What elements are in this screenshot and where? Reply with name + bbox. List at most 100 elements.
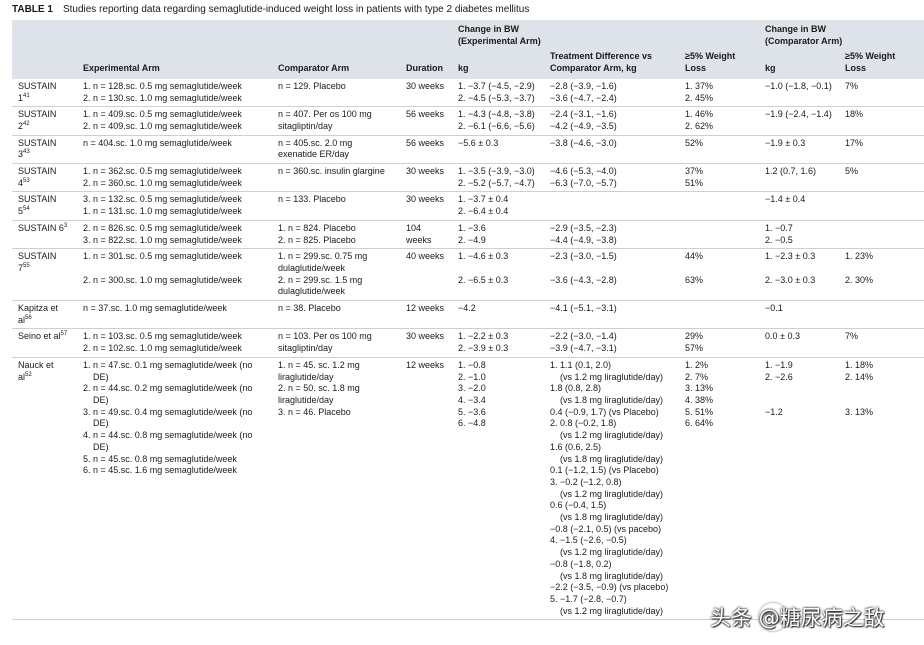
study-cell: SUSTAIN 453 xyxy=(12,163,77,193)
treatment-difference-cell: −2.9 (−3.5, −2.3) −4.4 (−4.9, −3.8) xyxy=(544,220,679,250)
studies-table-container: Change in BW (Experimental Arm) Change i… xyxy=(12,20,924,621)
comparator-arm-cell: n = 407. Per os 100 mg sitagliptin/day xyxy=(272,106,400,136)
table-title: Studies reporting data regarding semaglu… xyxy=(62,4,530,15)
study-name: SUSTAIN xyxy=(18,194,57,205)
weight-loss-cell: 1. 37% 2. 45% xyxy=(679,78,760,108)
comparator-weight-loss-cell xyxy=(839,191,924,221)
reference-superscript: 56 xyxy=(25,314,32,321)
comparator-weight-loss-cell: 5% xyxy=(839,163,924,193)
weight-loss-cell xyxy=(679,220,760,250)
header-comparator-kg: kg xyxy=(759,49,840,79)
header-comparator-arm: Comparator Arm xyxy=(272,49,400,79)
weight-loss-cell: 29% 57% xyxy=(679,328,760,358)
reference-superscript: 43 xyxy=(23,149,30,156)
comparator-arm-cell: n = 405.sc. 2.0 mg exenatide ER/day xyxy=(272,135,400,165)
table-body: SUSTAIN 141 1. n = 128.sc. 0.5 mg semaglut… xyxy=(12,78,924,621)
study-name: Kapitza et xyxy=(18,303,59,314)
weight-loss-cell xyxy=(679,300,760,330)
comparator-arm-cell: 1. n = 299.sc. 0.75 mg dulaglutide/week … xyxy=(272,248,400,302)
reference-superscript: 3 xyxy=(63,222,68,229)
comparator-kg-cell: 1. −1.9 2. −2.6 −1.2 xyxy=(759,357,840,621)
comparator-kg-cell: 1. −2.3 ± 0.3 2. −3.0 ± 0.3 xyxy=(759,248,840,302)
header-group-comparator: Change in BW (Comparator Arm) xyxy=(759,20,924,50)
experimental-arm-cell: n = 404.sc. 1.0 mg semaglutide/week xyxy=(77,135,272,165)
treatment-difference-cell: −3.8 (−4.6, −3.0) xyxy=(544,135,679,165)
experimental-arm-cell: 1. n = 409.sc. 0.5 mg semaglutide/week 2… xyxy=(77,106,272,136)
table-row: Nauck et al52 1. n = 47.sc. 0.1 mg semaglu… xyxy=(12,357,924,621)
comparator-weight-loss-cell: 17% xyxy=(839,135,924,165)
study-name-cont: 3 xyxy=(18,149,24,160)
table-row: SUSTAIN 343 n = 404.sc. 1.0 mg semaglutide… xyxy=(12,135,924,165)
table-row: Seino et al57 1. n = 103.sc. 0.5 mg semag… xyxy=(12,328,924,358)
weight-loss-cell: 1. 2% 2. 7% 3. 13% 4. 38% 5. 51% 6. 64% xyxy=(679,357,760,621)
kg-cell: 1. −3.6 2. −4.9 xyxy=(452,220,544,250)
table-label: TABLE 1 xyxy=(12,4,53,15)
watermark: 头条 @糖尿病之敌 xyxy=(710,600,915,636)
study-name: SUSTAIN 6 xyxy=(18,222,64,233)
kg-cell: −5.6 ± 0.3 xyxy=(452,135,544,165)
reference-superscript: 42 xyxy=(23,120,30,127)
duration-cell: 104 weeks xyxy=(400,220,452,250)
comparator-kg-cell: −0.1 xyxy=(759,300,840,330)
comparator-weight-loss-cell: 1. 18% 2. 14% 3. 13% xyxy=(839,357,924,621)
study-name-cont: al xyxy=(18,314,26,325)
study-name: Nauck et xyxy=(18,359,54,370)
table-row: SUSTAIN 141 1. n = 128.sc. 0.5 mg semaglut… xyxy=(12,78,924,108)
experimental-arm-cell: 3. n = 132.sc. 0.5 mg semaglutide/week 1… xyxy=(77,191,272,221)
header-row-columns: Experimental Arm Comparator Arm Duration… xyxy=(12,49,924,79)
study-name-cont: 2 xyxy=(18,120,24,131)
comparator-kg-cell: −1.0 (−1.8, −0.1) xyxy=(759,78,840,108)
weight-loss-cell: 37% 51% xyxy=(679,163,760,193)
header-weight-loss: ≥5% Weight Loss xyxy=(679,49,760,79)
weight-loss-cell: 44% 63% xyxy=(679,248,760,302)
comparator-weight-loss-cell: 7% xyxy=(839,78,924,108)
treatment-difference-cell: −2.3 (−3.0, −1.5) −3.6 (−4.3, −2.8) xyxy=(544,248,679,302)
treatment-difference-cell: −4.1 (−5.1, −3.1) xyxy=(544,300,679,330)
duration-cell: 12 weeks xyxy=(400,357,452,621)
treatment-difference-cell: −2.8 (−3.9, −1.6) −3.6 (−4.7, −2.4) xyxy=(544,78,679,108)
table-row: SUSTAIN 453 1. n = 362.sc. 0.5 mg semaglut… xyxy=(12,163,924,193)
treatment-difference-cell: −2.4 (−3.1, −1.6) −4.2 (−4.9, −3.5) xyxy=(544,106,679,136)
comparator-arm-cell: n = 38. Placebo xyxy=(272,300,400,330)
table-row: SUSTAIN 63 2. n = 826.sc. 0.5 mg semaglut… xyxy=(12,220,924,250)
duration-cell: 12 weeks xyxy=(400,300,452,330)
experimental-arm-cell: 1. n = 103.sc. 0.5 mg semaglutide/week 2… xyxy=(77,328,272,358)
kg-cell: 1. −2.2 ± 0.3 2. −3.9 ± 0.3 xyxy=(452,328,544,358)
comparator-arm-cell: n = 133. Placebo xyxy=(272,191,400,221)
treatment-difference-cell xyxy=(544,191,679,221)
reference-superscript: 41 xyxy=(23,92,30,99)
study-name-cont: 4 xyxy=(18,177,24,188)
header-duration: Duration xyxy=(400,49,452,79)
weight-loss-cell: 52% xyxy=(679,135,760,165)
duration-cell: 30 weeks xyxy=(400,328,452,358)
comparator-arm-cell: 1. n = 45. sc. 1.2 mg liraglutide/day 2.… xyxy=(272,357,400,621)
kg-cell: −4.2 xyxy=(452,300,544,330)
duration-cell: 56 weeks xyxy=(400,106,452,136)
header-group-experimental: Change in BW (Experimental Arm) xyxy=(452,20,760,50)
table-caption: TABLE 1 Studies reporting data regarding … xyxy=(12,3,529,16)
study-cell: SUSTAIN 554 xyxy=(12,191,77,221)
weight-loss-cell xyxy=(679,191,760,221)
wechat-icon xyxy=(758,602,788,632)
comparator-arm-cell: n = 360.sc. insulin glargine xyxy=(272,163,400,193)
kg-cell: 1. −4.6 ± 0.3 2. −6.5 ± 0.3 xyxy=(452,248,544,302)
study-name-cont: 1 xyxy=(18,92,24,103)
experimental-arm-cell: 1. n = 301.sc. 0.5 mg semaglutide/week 2… xyxy=(77,248,272,302)
study-cell: Seino et al57 xyxy=(12,328,77,358)
table-row: Kapitza et al56 n = 37.sc. 1.0 mg semaglut… xyxy=(12,300,924,330)
kg-cell: 1. −3.7 ± 0.4 2. −6.4 ± 0.4 xyxy=(452,191,544,221)
experimental-arm-cell: 1. n = 128.sc. 0.5 mg semaglutide/week 2… xyxy=(77,78,272,108)
treatment-difference-cell: −2.2 (−3.0, −1.4) −3.9 (−4.7, −3.1) xyxy=(544,328,679,358)
table-row: SUSTAIN 242 1. n = 409.sc. 0.5 mg semaglut… xyxy=(12,106,924,136)
study-cell: SUSTAIN 755 xyxy=(12,248,77,302)
comparator-kg-cell: −1.4 ± 0.4 xyxy=(759,191,840,221)
treatment-difference-cell: −4.6 (−5.3, −4.0) −6.3 (−7.0, −5.7) xyxy=(544,163,679,193)
study-cell: SUSTAIN 242 xyxy=(12,106,77,136)
table-row: SUSTAIN 554 3. n = 132.sc. 0.5 mg semaglut… xyxy=(12,191,924,221)
study-cell: Kapitza et al56 xyxy=(12,300,77,330)
study-cell: SUSTAIN 141 xyxy=(12,78,77,108)
comparator-weight-loss-cell: 18% xyxy=(839,106,924,136)
study-name: Seino et al xyxy=(18,331,61,342)
study-name-cont: 5 xyxy=(18,206,24,217)
header-row-group: Change in BW (Experimental Arm) Change i… xyxy=(12,20,924,50)
